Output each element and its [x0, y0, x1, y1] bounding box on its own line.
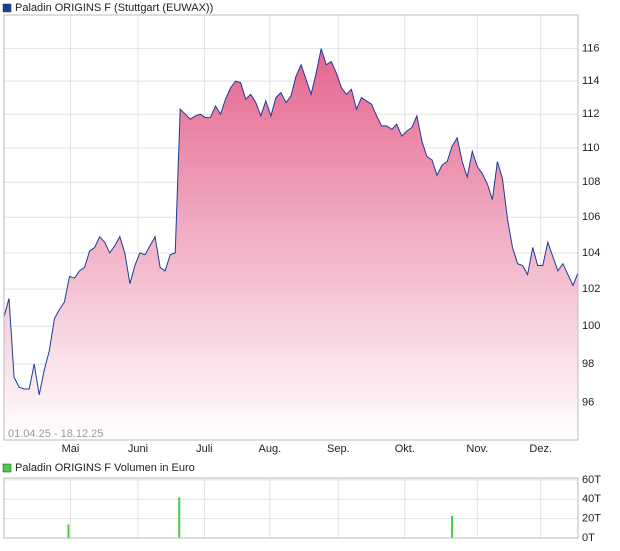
chart-title: Paladin ORIGINS F (Stuttgart (EUWAX)) — [15, 2, 213, 14]
volume-bar — [67, 524, 70, 538]
y-tick-label: 112 — [582, 108, 600, 120]
y-tick-label: 60T — [582, 474, 601, 486]
y-tick-label: 104 — [582, 247, 600, 259]
y-tick-label: 100 — [582, 320, 600, 332]
volume-bar — [451, 515, 454, 538]
y-tick-label: 0T — [582, 532, 595, 544]
y-tick-label: 114 — [582, 75, 600, 87]
y-tick-label: 108 — [582, 176, 600, 188]
plot-frame — [3, 14, 579, 441]
x-tick-label: Juni — [128, 443, 148, 455]
y-tick-label: 106 — [582, 211, 600, 223]
volume-bar — [178, 497, 181, 538]
date-range: 01.04.25 - 18.12.25 — [8, 428, 103, 440]
y-tick-label: 96 — [582, 397, 594, 409]
y-tick-label: 20T — [582, 513, 601, 525]
x-tick-label: Aug. — [259, 443, 282, 455]
y-tick-label: 116 — [582, 42, 600, 54]
x-tick-label: Mai — [62, 443, 80, 455]
y-tick-label: 98 — [582, 358, 594, 370]
price-line — [3, 48, 579, 395]
chart-title: Paladin ORIGINS F Volumen in Euro — [15, 462, 195, 474]
y-tick-label: 102 — [582, 283, 600, 295]
x-tick-label: Okt. — [395, 443, 415, 455]
x-tick-label: Juli — [196, 443, 213, 455]
x-tick-label: Nov. — [466, 443, 488, 455]
legend-swatch — [2, 3, 12, 13]
legend-swatch — [2, 463, 12, 473]
plot-frame — [3, 477, 579, 539]
y-tick-label: 40T — [582, 493, 601, 505]
x-tick-label: Dez. — [529, 443, 552, 455]
y-tick-label: 110 — [582, 142, 600, 154]
x-tick-label: Sep. — [327, 443, 350, 455]
area-fill — [4, 48, 578, 440]
